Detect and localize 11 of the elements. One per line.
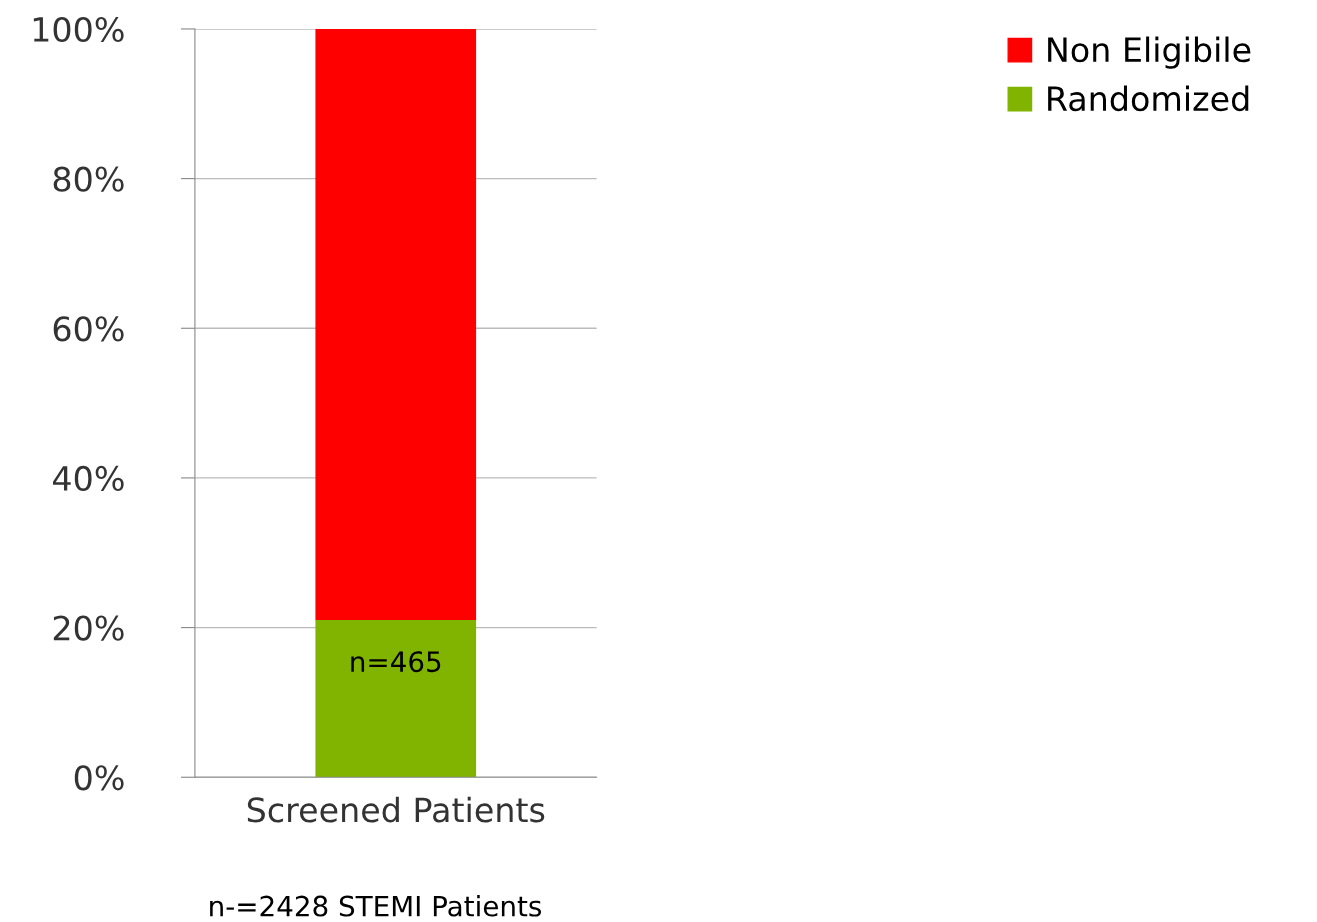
legend-label: Randomized [1048, 85, 1249, 112]
text: n-=2428 STEMI Patients [210, 895, 542, 917]
y-tick-label: 100% [33, 16, 124, 43]
y-tick-label: 40% [53, 465, 124, 492]
y-tick-label: 0% [74, 765, 124, 791]
legend-label: Non Eligibile [1048, 36, 1251, 69]
x-tick-label: Screened Patients [247, 796, 545, 823]
y-tick-label: 20% [53, 615, 124, 641]
y-tick-label: 80% [53, 166, 124, 192]
annotation: n=465 [351, 651, 441, 673]
y-tick-label: 60% [53, 316, 124, 342]
